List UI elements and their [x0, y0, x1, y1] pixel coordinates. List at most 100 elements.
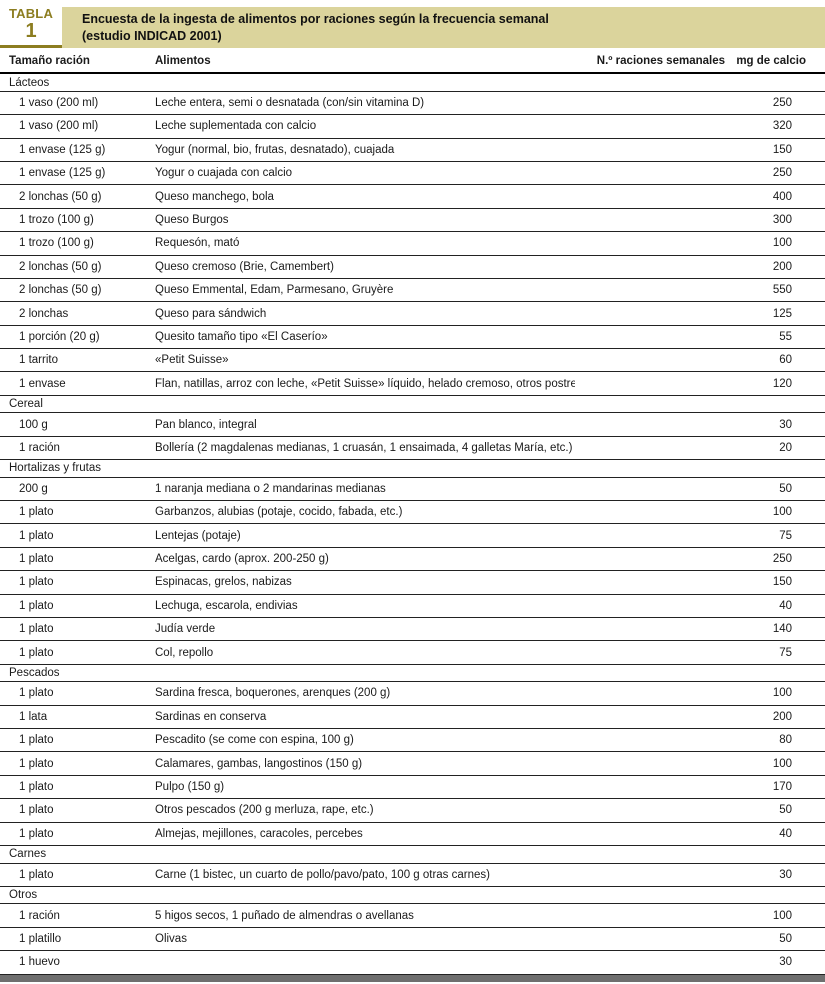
size-cell: 1 envase	[19, 377, 66, 390]
size-cell: 1 porción (20 g)	[19, 330, 100, 343]
table-row: 2 lonchas Queso para sándwich 125	[0, 302, 825, 326]
calcium-cell: 75	[779, 646, 792, 659]
calcium-cell: 150	[772, 576, 792, 589]
table-row: 1 plato Garbanzos, alubias (potaje, cocid…	[0, 501, 825, 525]
size-cell: 1 plato	[19, 506, 54, 519]
table-row: 1 platillo Olivas 50	[0, 928, 825, 952]
food-cell: Acelgas, cardo (aprox. 200-250 g)	[155, 553, 329, 566]
size-cell: 1 plato	[19, 868, 54, 881]
calcium-cell: 100	[772, 687, 792, 700]
size-cell: 1 plato	[19, 827, 54, 840]
column-header-size: Tamaño ración	[9, 55, 90, 68]
table-row: 100 g Pan blanco, integral 30	[0, 413, 825, 437]
table-row: 1 plato Sardina fresca, boquerones, arenq…	[0, 682, 825, 706]
size-cell: 1 platillo	[19, 932, 62, 945]
size-cell: 1 plato	[19, 529, 54, 542]
size-cell: 1 ración	[19, 441, 60, 454]
table-word-label: TABLA	[8, 6, 54, 21]
food-cell: Pulpo (150 g)	[155, 781, 225, 794]
size-cell: 1 vaso (200 ml)	[19, 120, 99, 133]
calcium-cell: 50	[779, 482, 792, 495]
table-title-line1: Encuesta de la ingesta de alimentos por …	[82, 12, 549, 27]
food-cell: «Petit Suisse»	[155, 354, 229, 367]
food-cell: Flan, natillas, arroz con leche, «Petit …	[155, 377, 575, 390]
table-row: 1 tarrito «Petit Suisse» 60	[0, 349, 825, 373]
size-cell: 1 trozo (100 g)	[19, 213, 94, 226]
calcium-cell: 320	[772, 120, 792, 133]
calcium-cell: 100	[772, 506, 792, 519]
calcium-cell: 300	[772, 213, 792, 226]
size-cell: 1 tarrito	[19, 354, 58, 367]
table-row: 1 porción (20 g) Quesito tamaño tipo «El …	[0, 326, 825, 350]
food-cell: Quesito tamaño tipo «El Caserío»	[155, 330, 328, 343]
column-header-calcium: mg de calcio	[736, 55, 806, 68]
table-row: 1 lata Sardinas en conserva 200	[0, 706, 825, 730]
size-cell: 2 lonchas (50 g)	[19, 284, 102, 297]
calcium-cell: 50	[779, 932, 792, 945]
table-row: 1 plato Pescadito (se come con espina, 10…	[0, 729, 825, 753]
table-row: 2 lonchas (50 g) Queso manchego, bola 400	[0, 185, 825, 209]
section-header-row: Lácteos	[0, 74, 825, 92]
food-cell: Garbanzos, alubias (potaje, cocido, faba…	[155, 506, 403, 519]
size-cell: 1 plato	[19, 646, 54, 659]
calcium-cell: 100	[772, 909, 792, 922]
calcium-cell: 140	[772, 623, 792, 636]
food-cell: Pescadito (se come con espina, 100 g)	[155, 734, 354, 747]
food-cell: Yogur o cuajada con calcio	[155, 167, 293, 180]
calcium-cell: 200	[772, 710, 792, 723]
column-header-row: Tamaño ración Alimentos N.º raciones sem…	[0, 48, 825, 75]
table-row: 1 envase Flan, natillas, arroz con leche,…	[0, 372, 825, 396]
size-cell: 1 plato	[19, 757, 54, 770]
table-row: 1 plato Carne (1 bistec, un cuarto de pol…	[0, 864, 825, 887]
table-row: 1 plato Col, repollo 75	[0, 641, 825, 665]
size-cell: 100 g	[19, 418, 48, 431]
table-row: 200 g 1 naranja mediana o 2 mandarinas me…	[0, 478, 825, 502]
section-header-row: Carnes	[0, 846, 825, 864]
table-row: 1 plato Pulpo (150 g) 170	[0, 776, 825, 800]
size-cell: 1 plato	[19, 781, 54, 794]
food-cell: Col, repollo	[155, 646, 214, 659]
food-cell: Judía verde	[155, 623, 216, 636]
calcium-cell: 200	[772, 260, 792, 273]
calcium-cell: 250	[772, 96, 792, 109]
size-cell: 1 plato	[19, 553, 54, 566]
section-header-row: Pescados	[0, 665, 825, 683]
table-row: 1 ración 5 higos secos, 1 puñado de almen…	[0, 904, 825, 928]
section-header-row: Otros	[0, 887, 825, 905]
food-cell: Carne (1 bistec, un cuarto de pollo/pavo…	[155, 868, 490, 881]
calcium-cell: 20	[779, 441, 792, 454]
table-row: 1 plato Otros pescados (200 g merluza, ra…	[0, 799, 825, 823]
food-cell: Olivas	[155, 932, 187, 945]
food-cell: Queso Emmental, Edam, Parmesano, Gruyère	[155, 284, 394, 297]
table-title-line2: (estudio INDICAD 2001)	[82, 28, 222, 43]
size-cell: 1 trozo (100 g)	[19, 237, 94, 250]
table-row: 1 trozo (100 g) Queso Burgos 300	[0, 209, 825, 233]
calcium-cell: 100	[772, 757, 792, 770]
title-banner: Encuesta de la ingesta de alimentos por …	[62, 7, 825, 49]
table-number-box: TABLA 1	[0, 6, 62, 49]
table-number-label: 1	[25, 20, 37, 43]
table-row: 1 vaso (200 ml) Leche suplementada con ca…	[0, 115, 825, 139]
food-cell: Queso cremoso (Brie, Camembert)	[155, 260, 334, 273]
food-cell: Espinacas, grelos, nabizas	[155, 576, 292, 589]
calcium-cell: 80	[779, 734, 792, 747]
food-cell: 1 naranja mediana o 2 mandarinas mediana…	[155, 482, 386, 495]
size-cell: 1 plato	[19, 687, 54, 700]
food-cell: Calamares, gambas, langostinos (150 g)	[155, 757, 363, 770]
food-cell: Sardinas en conserva	[155, 710, 267, 723]
section-header-row: Cereal	[0, 396, 825, 414]
food-cell: Lentejas (potaje)	[155, 529, 241, 542]
size-cell: 2 lonchas	[19, 307, 69, 320]
size-cell: 1 plato	[19, 599, 54, 612]
calcium-cell: 40	[779, 827, 792, 840]
calcium-cell: 150	[772, 143, 792, 156]
table-row: 1 plato Espinacas, grelos, nabizas 150	[0, 571, 825, 595]
size-cell: 1 envase (125 g)	[19, 167, 106, 180]
size-cell: 1 plato	[19, 804, 54, 817]
table-row: 1 plato Acelgas, cardo (aprox. 200-250 g)…	[0, 548, 825, 572]
food-cell: Lechuga, escarola, endivias	[155, 599, 298, 612]
column-header-food: Alimentos	[155, 55, 211, 68]
calcium-cell: 120	[772, 377, 792, 390]
calcium-cell: 125	[772, 307, 792, 320]
